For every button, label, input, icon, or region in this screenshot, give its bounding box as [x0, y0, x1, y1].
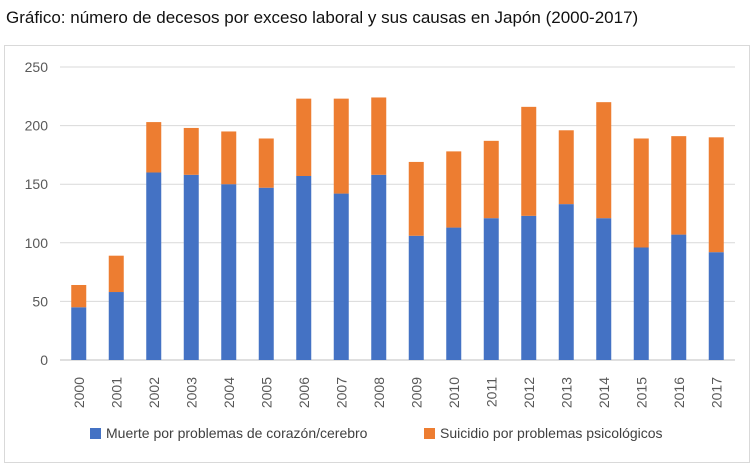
- bar-suicide: [521, 106, 537, 216]
- bar-suicide: [483, 140, 499, 219]
- bar-heart-brain: [558, 204, 574, 360]
- bar-suicide: [333, 98, 349, 194]
- legend: Muerte por problemas de corazón/cerebro …: [90, 425, 663, 441]
- x-tick-label: 2006: [296, 377, 312, 408]
- bar-heart-brain: [183, 174, 199, 360]
- bar-heart-brain: [408, 235, 424, 360]
- x-tick-label: 2005: [258, 377, 274, 408]
- bar-heart-brain: [146, 172, 162, 360]
- x-tick-label: 2009: [408, 377, 424, 408]
- bar-heart-brain: [258, 187, 274, 360]
- legend-swatch-suicide: [424, 428, 435, 439]
- x-tick-label: 2004: [221, 377, 237, 408]
- legend-label-suicide: Suicidio por problemas psicológicos: [440, 425, 663, 441]
- chart-title: Gráfico: número de decesos por exceso la…: [6, 8, 639, 27]
- bar-suicide: [108, 255, 124, 293]
- bar-heart-brain: [708, 252, 724, 360]
- x-tick-label: 2011: [483, 377, 499, 407]
- bar-heart-brain: [596, 218, 612, 360]
- bar-heart-brain: [371, 174, 387, 360]
- legend-label-heart-brain: Muerte por problemas de corazón/cerebro: [106, 425, 368, 441]
- y-tick-label: 250: [25, 59, 49, 75]
- bar-heart-brain: [633, 247, 649, 360]
- legend-swatch-heart-brain: [90, 428, 101, 439]
- bar-heart-brain: [521, 215, 537, 360]
- bar-heart-brain: [221, 184, 237, 360]
- y-tick-label: 0: [40, 352, 48, 368]
- bar-suicide: [633, 138, 649, 248]
- bar-suicide: [146, 122, 162, 173]
- bar-suicide: [408, 161, 424, 236]
- bar-heart-brain: [108, 292, 124, 360]
- bar-suicide: [258, 138, 274, 188]
- x-tick-label: 2000: [71, 377, 87, 408]
- y-tick-label: 150: [25, 176, 49, 192]
- bar-heart-brain: [483, 218, 499, 360]
- x-tick-label: 2013: [558, 377, 574, 408]
- x-tick-label: 2007: [333, 377, 349, 408]
- bar-suicide: [558, 130, 574, 205]
- bar-heart-brain: [333, 193, 349, 360]
- gridlines: [60, 66, 735, 361]
- bar-heart-brain: [296, 175, 312, 360]
- x-tick-label: 2017: [708, 377, 724, 408]
- bar-suicide: [71, 284, 87, 308]
- x-tick-label: 2001: [108, 377, 124, 408]
- x-tick-label: 2008: [371, 377, 387, 408]
- bar-suicide: [446, 151, 462, 228]
- x-tick-label: 2010: [446, 377, 462, 408]
- bar-suicide: [296, 98, 312, 176]
- x-tick-label: 2015: [633, 377, 649, 408]
- y-tick-label: 100: [25, 235, 49, 251]
- x-tick-label: 2016: [671, 377, 687, 408]
- x-tick-label: 2012: [521, 377, 537, 408]
- bars: [71, 97, 724, 360]
- x-tick-label: 2002: [146, 377, 162, 408]
- bar-suicide: [183, 127, 199, 175]
- bar-suicide: [371, 97, 387, 175]
- bar-heart-brain: [671, 234, 687, 360]
- bar-suicide: [221, 131, 237, 185]
- bar-heart-brain: [71, 307, 87, 360]
- chart-area: [4, 45, 750, 463]
- bar-suicide: [596, 102, 612, 219]
- bar-suicide: [708, 137, 724, 253]
- bar-heart-brain: [446, 227, 462, 360]
- x-tick-label: 2014: [596, 377, 612, 408]
- x-tick-label: 2003: [183, 377, 199, 408]
- y-tick-label: 200: [25, 118, 49, 134]
- y-axis-ticks: 0 50 100 150 200 250: [25, 59, 49, 368]
- bar-suicide: [671, 136, 687, 235]
- x-axis-ticks: 2000 2001 2002 2003 2004 2005 2006 2007 2008 2009…: [71, 377, 725, 408]
- y-tick-label: 50: [32, 293, 48, 309]
